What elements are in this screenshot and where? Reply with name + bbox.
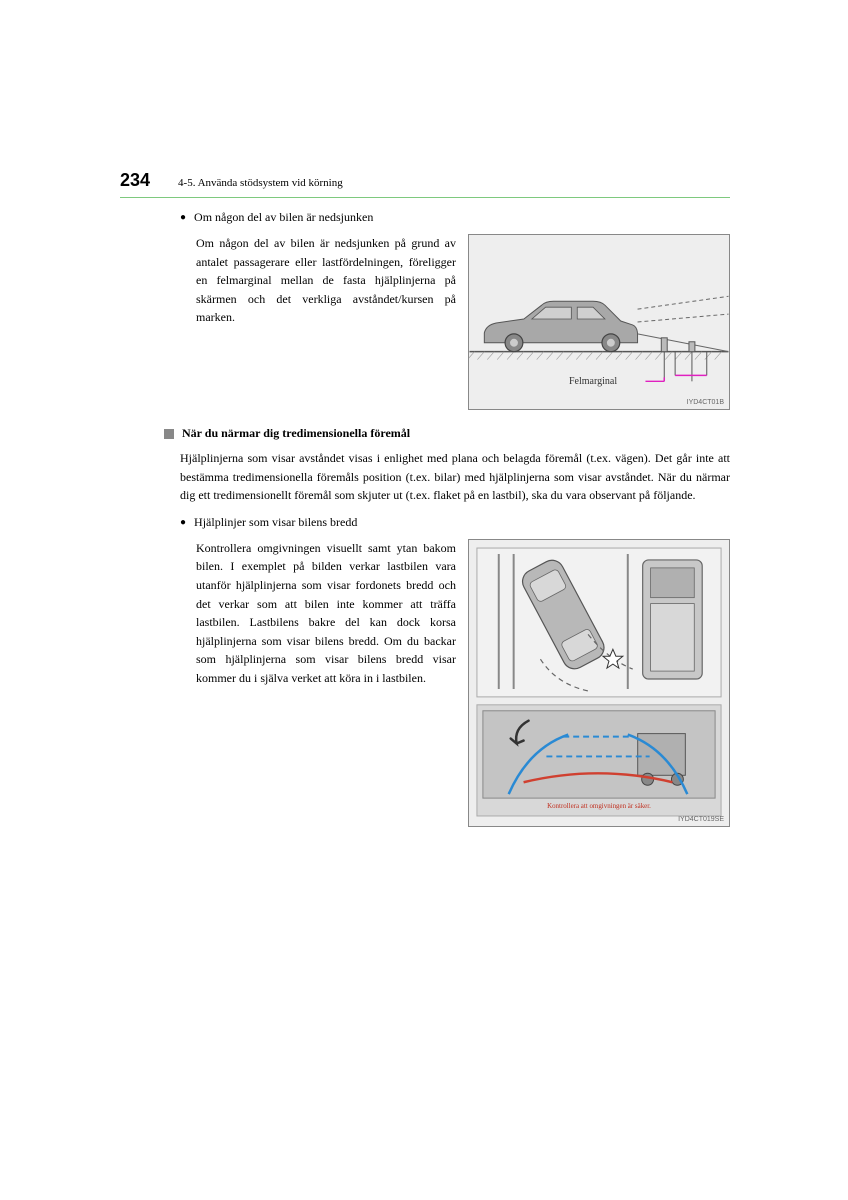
square-bullet-icon (164, 429, 174, 439)
figure-1-code: IYD4CT01B (687, 399, 724, 406)
bullet-item-1: ● Om någon del av bilen är nedsjunken (180, 210, 730, 226)
section-1-content: Om någon del av bilen är nedsjunken på g… (196, 234, 730, 410)
figure-2: Kontrollera att omgivningen är säker. IY… (468, 539, 730, 827)
section-1-text: Om någon del av bilen är nedsjunken på g… (196, 234, 456, 410)
bullet-title-2: Hjälplinjer som visar bilens bredd (194, 515, 357, 530)
figure-2-svg: Kontrollera att omgivningen är säker. (469, 540, 729, 826)
section-title: 4-5. Använda stödsystem vid körning (178, 177, 343, 189)
header-divider (120, 197, 730, 198)
section-2-intro: Hjälplinjerna som visar avståndet visas … (180, 449, 730, 505)
bullet-icon: ● (180, 515, 186, 531)
subheading-title: När du närmar dig tredimensionella förem… (182, 426, 410, 441)
subheading-row: När du närmar dig tredimensionella förem… (164, 426, 730, 441)
figure-2-code: IYD4CT019SE (678, 816, 724, 823)
bullet-item-2: ● Hjälplinjer som visar bilens bredd (180, 515, 730, 531)
figure-2-warning-text: Kontrollera att omgivningen är säker. (547, 802, 651, 810)
page-content: 234 4-5. Använda stödsystem vid körning … (120, 170, 730, 843)
bullet-title-1: Om någon del av bilen är nedsjunken (194, 210, 373, 225)
section-2-text: Kontrollera omgivningen visuellt samt yt… (196, 539, 456, 827)
figure-1-container: Felmarginal IYD4CT01B (468, 234, 730, 410)
figure-1: Felmarginal IYD4CT01B (468, 234, 730, 410)
section-2-content: Kontrollera omgivningen visuellt samt yt… (196, 539, 730, 827)
bullet-icon: ● (180, 210, 186, 226)
page-number: 234 (120, 170, 150, 191)
figure-2-container: Kontrollera att omgivningen är säker. IY… (468, 539, 730, 827)
page-header: 234 4-5. Använda stödsystem vid körning (120, 170, 730, 197)
figure-1-label: Felmarginal (569, 376, 617, 387)
